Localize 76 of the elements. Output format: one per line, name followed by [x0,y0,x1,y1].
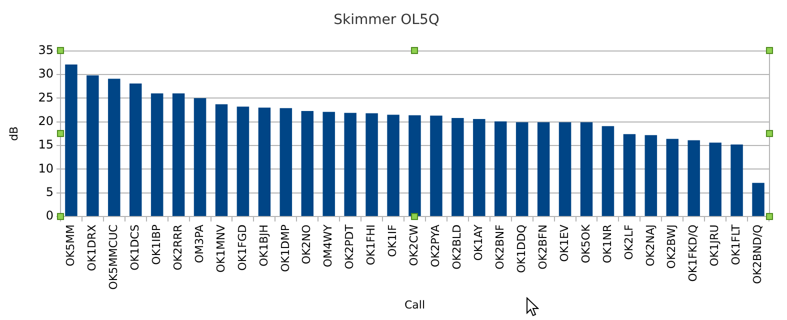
x-tick-label: OK2PYA [429,224,442,268]
x-tick-label: OK1IF [386,224,400,257]
x-axis-title: Call [404,298,426,312]
bar [602,126,614,216]
x-tick-label: OK1DCS [128,224,142,271]
x-tick-label: OK2BLD [450,224,464,270]
y-tick-label: 0 [46,208,54,223]
x-tick-label: OK1MNV [214,224,228,273]
bar [236,106,250,216]
bar [473,118,486,216]
x-tick-label: OK1DRX [86,224,99,272]
x-tick-label: OK1JRU [708,224,722,266]
bar [150,93,164,216]
bar [580,122,593,216]
x-tick-label: OK1DMP [278,224,292,272]
bar [172,93,185,216]
bar [558,122,572,216]
bar [537,122,550,216]
bar [322,112,335,216]
x-tick-label: OK2PDT [343,224,356,270]
x-tick-label: OK5OK [579,224,592,264]
bar [452,118,464,216]
x-tick-label: OK2BND/Q [751,224,764,284]
x-tick-label: OK1FHI [364,224,378,266]
bar [730,144,743,216]
bar [194,98,206,216]
x-tick-label: OK1DDQ [514,224,528,274]
chart-title: Skimmer OL5Q [334,12,440,28]
bar [430,116,442,216]
x-tick-label: OK2NAJ [644,224,657,266]
bar [623,134,636,216]
x-tick-label: OK2RRR [171,224,184,270]
x-tick-label: OK2CW [408,224,421,266]
bar [301,110,314,216]
y-tick-label: 20 [38,114,54,128]
x-tick-label: OK1NR [600,224,614,264]
x-tick-label: OK1BJH [257,224,270,266]
bar [688,140,700,216]
bar [130,83,142,216]
y-tick-label: 30 [38,66,54,81]
bar [258,108,271,216]
x-tick-label: OK1FGD [236,224,249,271]
bar [387,114,400,216]
x-tick-label: OK2BNF [493,224,506,270]
bar [108,78,120,216]
bar [86,75,99,216]
x-tick-label: OK1IBP [150,224,163,265]
x-tick-label: OK5MM [64,224,78,266]
x-tick-label: OK1FKD/Q [686,224,700,282]
bar [215,104,228,216]
x-tick-label: OK2NO [300,224,314,264]
bar [709,142,722,216]
bar [644,135,658,216]
x-tick-label: OK1AY [472,224,486,261]
bar [280,108,292,216]
y-tick-label: 35 [38,42,54,57]
y-tick-label: 5 [46,184,54,199]
bar [344,112,356,216]
x-tick-label: OK1FLT [730,224,743,266]
y-tick-label: 10 [38,161,54,176]
bar [516,122,528,216]
y-axis-title: dB [7,126,20,141]
x-tick-label: OK2BWJ [665,224,678,269]
x-tick-label: OK5MMCUC [107,224,120,290]
y-tick-label: 15 [38,138,54,152]
x-tick-label: OK2BFN [536,224,550,270]
x-tick-label: OK1EV [558,224,571,262]
bar [366,113,378,216]
y-tick-label: 25 [38,90,54,104]
x-tick-label: OM4WY [322,224,335,268]
bar [666,138,678,216]
x-tick-label: OK2LF [622,224,636,260]
bar [494,121,507,216]
x-tick-label: OM3PA [192,224,206,264]
bar [752,182,764,216]
bar [65,64,78,216]
